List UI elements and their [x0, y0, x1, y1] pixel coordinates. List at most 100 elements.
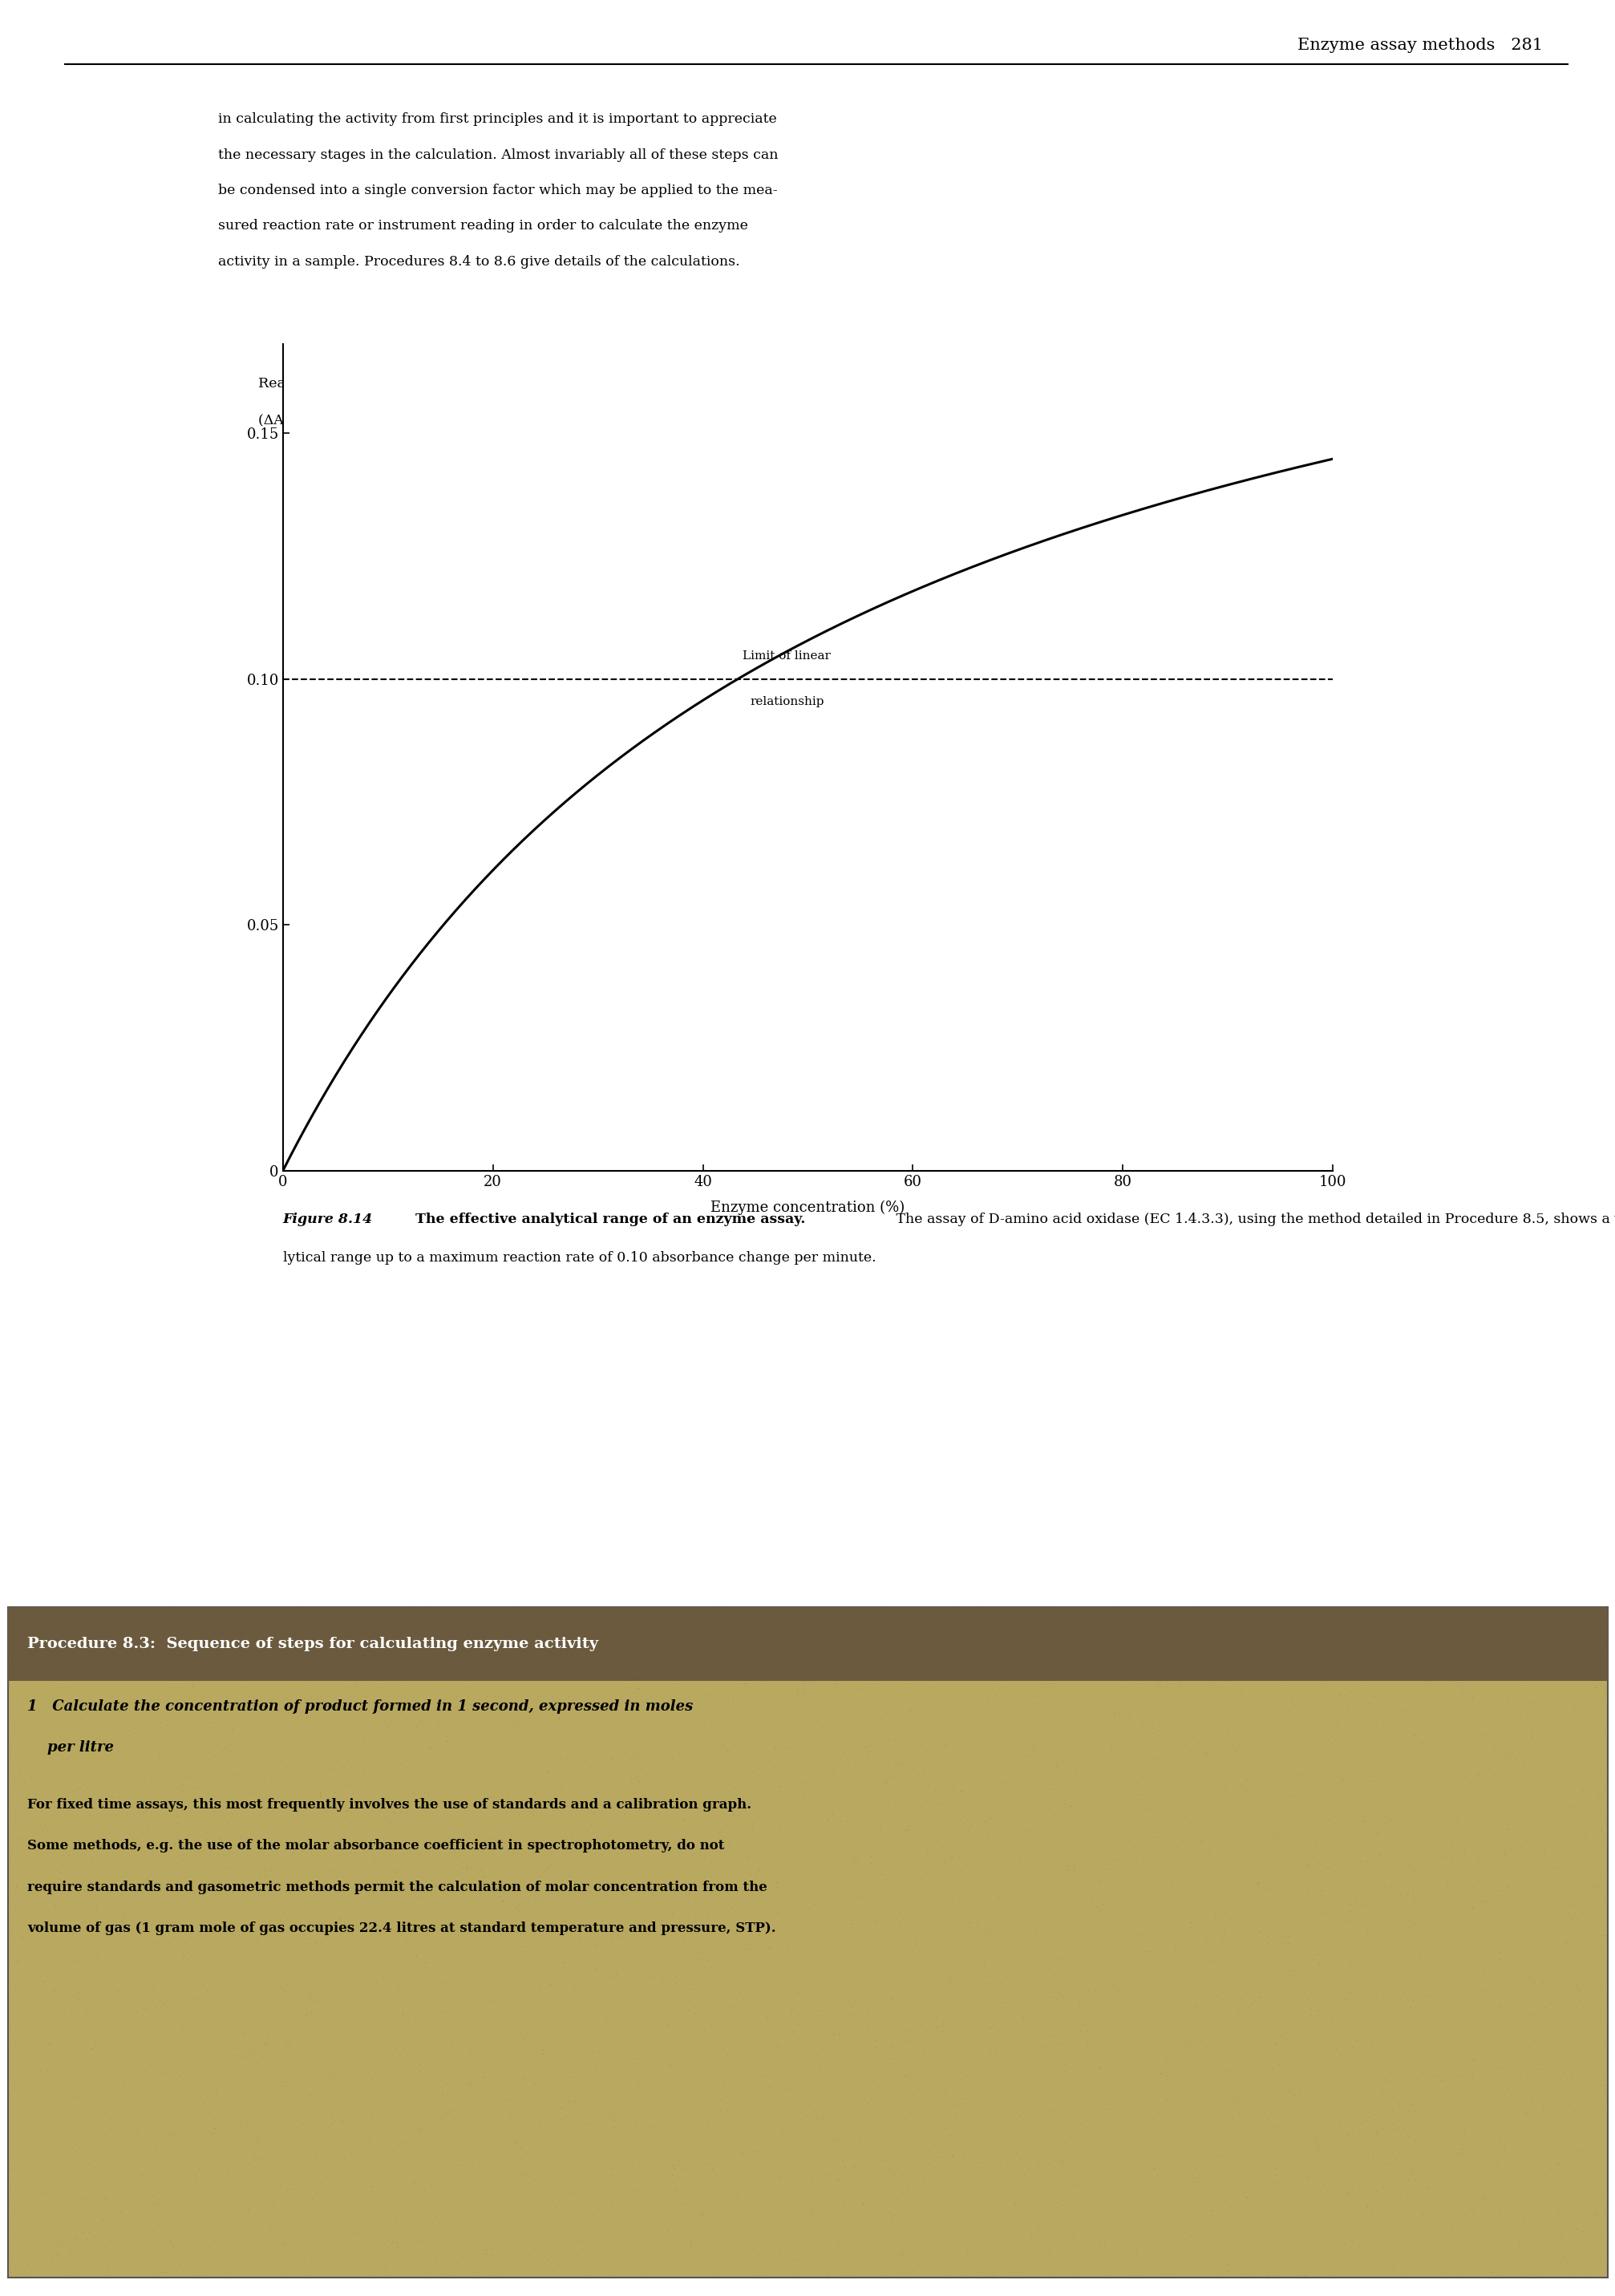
Point: [505, 1961, 531, 1998]
Point: [1368, 2004, 1394, 2041]
Point: [276, 1731, 302, 1768]
Point: [988, 2011, 1014, 2048]
Point: [1305, 2197, 1331, 2234]
Point: [247, 1871, 273, 1908]
Point: [1594, 2167, 1615, 2204]
Point: [1408, 1724, 1434, 1761]
Point: [593, 2126, 619, 2163]
Point: [725, 2115, 751, 2151]
Point: [173, 2007, 199, 2043]
Point: [388, 2037, 413, 2073]
Point: [1290, 1860, 1316, 1896]
Point: [580, 1793, 606, 1830]
Point: [872, 2223, 898, 2259]
Point: [302, 2138, 328, 2174]
Point: [26, 1947, 52, 1984]
Point: [71, 1773, 97, 1809]
Point: [932, 2025, 958, 2062]
Point: [239, 1775, 265, 1812]
Point: [373, 1591, 399, 1628]
Point: [1024, 1805, 1050, 1841]
Point: [551, 1605, 577, 1642]
Point: [757, 1975, 783, 2011]
Point: [1426, 2142, 1452, 2179]
Point: [213, 1848, 239, 1885]
Point: [853, 2112, 879, 2149]
Point: [1332, 1777, 1358, 1814]
Point: [657, 1890, 683, 1926]
Point: [1158, 2101, 1184, 2138]
Point: [635, 1915, 661, 1952]
Point: [1384, 1986, 1410, 2023]
Point: [1061, 2188, 1087, 2225]
Point: [1423, 2183, 1449, 2220]
Point: [549, 1952, 575, 1988]
Point: [861, 2023, 887, 2060]
Point: [785, 1998, 811, 2034]
Point: [864, 2170, 890, 2206]
Point: [1032, 1807, 1058, 1844]
Point: [753, 1853, 778, 1890]
Point: [1135, 1782, 1161, 1818]
Point: [1376, 2062, 1402, 2099]
Point: [887, 2236, 912, 2273]
Point: [10, 2177, 36, 2213]
Point: [1326, 2209, 1352, 2245]
Point: [481, 1981, 507, 2018]
Point: [504, 2124, 530, 2161]
Point: [1392, 1596, 1418, 1632]
Point: [938, 1717, 964, 1754]
Point: [304, 2174, 329, 2211]
Point: [1394, 1823, 1420, 1860]
Point: [736, 1972, 762, 2009]
Point: [160, 2112, 186, 2149]
Point: [160, 2064, 186, 2101]
Point: [42, 1885, 68, 1922]
Point: [431, 2190, 457, 2227]
Point: [1134, 2126, 1160, 2163]
Point: [1504, 1614, 1529, 1651]
Point: [194, 2165, 220, 2202]
Point: [803, 2101, 828, 2138]
Point: [3, 1869, 29, 1906]
Point: [352, 1678, 378, 1715]
Point: [1371, 1954, 1397, 1991]
Point: [428, 1646, 454, 1683]
Point: [242, 1729, 268, 1766]
Point: [1400, 2154, 1426, 2190]
Point: [24, 1837, 50, 1874]
Point: [1537, 2082, 1563, 2119]
Point: [241, 1653, 266, 1690]
Point: [1484, 1919, 1510, 1956]
Point: [1412, 1869, 1437, 1906]
Point: [820, 2131, 846, 2167]
Point: [904, 2055, 930, 2092]
Point: [1400, 1717, 1426, 1754]
Point: [504, 1738, 530, 1775]
Point: [410, 1655, 436, 1692]
Point: [497, 2096, 523, 2133]
Point: [105, 1972, 131, 2009]
Point: [99, 1795, 124, 1832]
Point: [1528, 2037, 1554, 2073]
Point: [1139, 1936, 1164, 1972]
Point: [919, 1929, 945, 1965]
Point: [617, 2103, 643, 2140]
Point: [787, 2101, 812, 2138]
Point: [1153, 1782, 1179, 1818]
Point: [447, 1894, 473, 1931]
Point: [1415, 1977, 1441, 2014]
Point: [388, 1793, 413, 1830]
Point: [507, 1929, 533, 1965]
Point: [1387, 1692, 1413, 1729]
Point: [526, 2078, 552, 2115]
Point: [1205, 2188, 1231, 2225]
Point: [535, 1752, 560, 1789]
Point: [1361, 1908, 1387, 1945]
Point: [1055, 1786, 1080, 1823]
Point: [514, 1786, 539, 1823]
Point: [260, 1632, 286, 1669]
Point: [147, 1727, 173, 1763]
Point: [423, 1733, 449, 1770]
Point: [134, 1913, 160, 1949]
